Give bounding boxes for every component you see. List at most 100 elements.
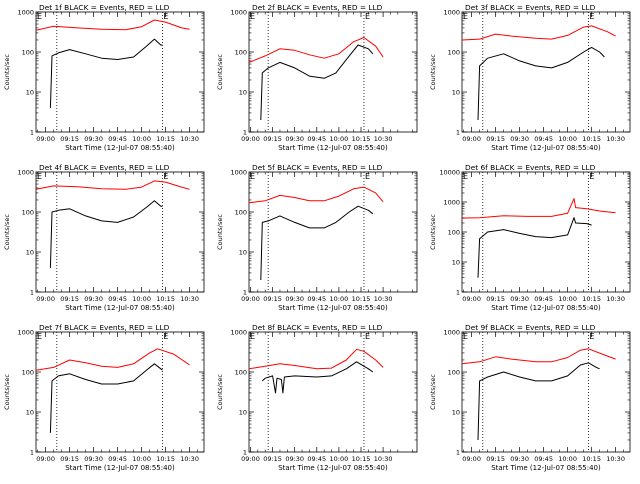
x-tick-label: 09:00 (462, 455, 481, 463)
events-series-line (49, 363, 163, 433)
event-marker-label: E (365, 12, 370, 21)
x-tick-label: 09:30 (84, 135, 103, 143)
y-tick-label: 1000 (230, 329, 247, 337)
y-tick-label: 1 (243, 289, 247, 297)
event-marker-label: E (37, 332, 42, 341)
plot-frame (35, 331, 205, 453)
x-tick-label: 09:45 (307, 135, 326, 143)
x-tick-label: 09:30 (510, 295, 529, 303)
panel-det-8: Det 8f BLACK = Events, RED = LLD 1 10 100 10… (216, 323, 418, 472)
event-marker-label: E (463, 172, 468, 181)
y-tick-label: 1000 (443, 9, 460, 17)
event-marker-label: E (250, 12, 255, 21)
x-tick-label: 09:15 (60, 455, 79, 463)
y-tick-label: 10 (452, 259, 460, 267)
lld-series-line (35, 348, 190, 371)
x-tick-label: 10:30 (180, 455, 199, 463)
x-tick-label: 10:15 (582, 455, 601, 463)
panel-title: Det 9f BLACK = Events, RED = LLD (465, 323, 596, 332)
x-tick-label: 09:15 (263, 455, 282, 463)
panel-title: Det 8f BLACK = Events, RED = LLD (252, 323, 383, 332)
event-marker-label: E (589, 332, 594, 341)
event-marker-label: E (163, 332, 168, 341)
x-tick-label: 09:45 (307, 455, 326, 463)
x-tick-label: 09:00 (462, 295, 481, 303)
y-tick-label: 1 (456, 449, 460, 457)
y-tick-label: 10000 (439, 169, 460, 177)
y-tick-label: 1000 (230, 169, 247, 177)
x-axis-label: Start Time (12-Jul-07 08:55:40) (278, 144, 388, 152)
plot-frame (461, 331, 631, 453)
lld-series-line (461, 348, 616, 365)
x-tick-label: 09:15 (486, 135, 505, 143)
panel-title: Det 6f BLACK = Events, RED = LLD (465, 163, 596, 172)
event-marker-label: E (163, 12, 168, 21)
x-tick-label: 09:00 (36, 295, 55, 303)
x-tick-label: 09:45 (108, 455, 127, 463)
y-axis-label: Counts/sec (3, 54, 11, 90)
events-series-line (260, 205, 374, 281)
x-axis-label: Start Time (12-Jul-07 08:55:40) (65, 144, 175, 152)
x-tick-label: 10:15 (352, 295, 371, 303)
x-tick-label: 10:15 (582, 295, 601, 303)
events-series-line (261, 361, 374, 394)
x-axis-label: Start Time (12-Jul-07 08:55:40) (278, 464, 388, 472)
y-tick-label: 1000 (443, 329, 460, 337)
x-tick-label: 10:30 (374, 455, 393, 463)
y-tick-label: 1000 (17, 169, 34, 177)
x-tick-label: 09:45 (108, 295, 127, 303)
x-tick-label: 10:00 (330, 295, 349, 303)
x-tick-label: 09:15 (263, 295, 282, 303)
y-tick-label: 1 (243, 129, 247, 137)
y-tick-label: 100 (22, 209, 34, 217)
x-tick-label: 09:30 (285, 295, 304, 303)
x-axis-label: Start Time (12-Jul-07 08:55:40) (491, 464, 601, 472)
y-tick-label: 1000 (230, 9, 247, 17)
x-tick-label: 10:30 (374, 295, 393, 303)
lld-series-line (248, 186, 384, 204)
plot-frame (461, 11, 631, 133)
y-tick-label: 10 (26, 409, 34, 417)
x-tick-label: 09:30 (285, 135, 304, 143)
y-tick-label: 100 (235, 49, 247, 57)
y-tick-label: 100 (448, 49, 460, 57)
y-tick-label: 1 (30, 449, 34, 457)
y-tick-label: 1000 (17, 329, 34, 337)
panel-title: Det 4f BLACK = Events, RED = LLD (39, 163, 170, 172)
events-series-line (477, 217, 592, 278)
x-tick-label: 10:15 (352, 135, 371, 143)
y-tick-label: 10 (26, 249, 34, 257)
x-tick-label: 09:45 (534, 135, 553, 143)
x-tick-label: 10:00 (132, 295, 151, 303)
y-axis-label: Counts/sec (216, 374, 224, 410)
y-tick-label: 1000 (17, 9, 34, 17)
y-tick-label: 100 (22, 49, 34, 57)
x-tick-label: 09:15 (60, 295, 79, 303)
x-tick-label: 09:00 (241, 455, 260, 463)
plot-frame (248, 171, 418, 293)
lld-series-line (35, 180, 190, 190)
x-tick-label: 10:30 (180, 295, 199, 303)
x-tick-label: 09:45 (307, 295, 326, 303)
x-axis-label: Start Time (12-Jul-07 08:55:40) (491, 144, 601, 152)
panel-title: Det 3f BLACK = Events, RED = LLD (465, 3, 596, 12)
lld-series-line (461, 198, 616, 219)
x-axis-label: Start Time (12-Jul-07 08:55:40) (65, 304, 175, 312)
events-series-line (477, 362, 600, 441)
event-marker-label: E (163, 172, 168, 181)
x-tick-label: 10:00 (132, 455, 151, 463)
panel-det-2: Det 2f BLACK = Events, RED = LLD 1 10 100 10… (216, 3, 418, 152)
y-axis-label: Counts/sec (429, 54, 437, 90)
panel-title: Det 5f BLACK = Events, RED = LLD (252, 163, 383, 172)
plot-frame (248, 11, 418, 133)
event-marker-label: E (589, 172, 594, 181)
x-tick-label: 09:00 (36, 135, 55, 143)
x-tick-label: 09:00 (36, 455, 55, 463)
y-axis-label: Counts/sec (3, 214, 11, 250)
x-tick-label: 10:15 (156, 295, 175, 303)
x-tick-label: 09:00 (241, 295, 260, 303)
x-tick-label: 10:15 (156, 135, 175, 143)
x-tick-label: 10:30 (606, 455, 625, 463)
